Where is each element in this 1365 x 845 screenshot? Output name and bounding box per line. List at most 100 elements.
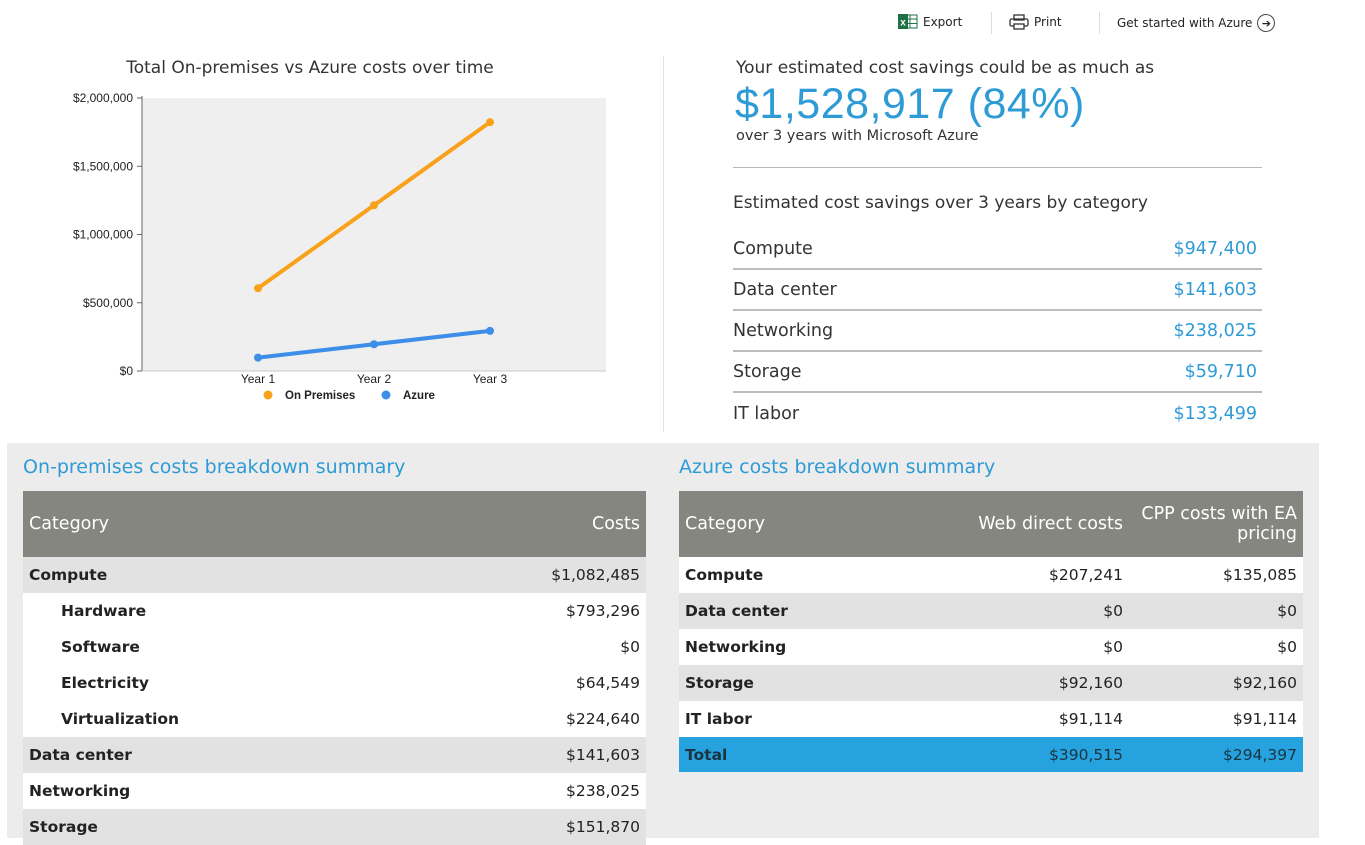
x-tick-label: Year 3 (473, 372, 508, 386)
row-cost: $64,549 (407, 665, 646, 701)
cost-line-chart: $2,000,000 $1,500,000 $1,000,000 $500,000 $0… (73, 91, 606, 402)
legend-label: On Premises (285, 390, 355, 402)
table-row: Virtualization $224,640 (23, 701, 646, 737)
savings-lead: Your estimated cost savings could be as … (736, 58, 1155, 78)
row-category: Electricity (23, 665, 408, 701)
legend-marker (381, 390, 391, 400)
category-savings-row: Compute $947,400 (733, 229, 1262, 270)
data-point (486, 118, 494, 127)
row-web-cost: $0 (879, 629, 1129, 665)
toolbar-separator (991, 12, 992, 34)
category-name: Storage (733, 361, 802, 382)
row-category: Storage (23, 809, 408, 845)
row-category: Storage (679, 665, 879, 701)
row-web-cost: $92,160 (879, 665, 1129, 701)
total-web-cost: $390,515 (879, 737, 1129, 772)
category-savings-row: Storage $59,710 (733, 352, 1262, 393)
row-category: Hardware (23, 593, 408, 629)
row-category: Networking (23, 773, 408, 809)
toolbar: x Export Print Get started with Azure ➔ (0, 10, 1365, 36)
chart-title: Total On-premises vs Azure costs over ti… (126, 58, 494, 78)
get-started-label: Get started with Azure (1117, 16, 1253, 30)
row-web-cost: $207,241 (879, 557, 1129, 593)
row-category: Data center (23, 737, 408, 773)
row-cost: $1,082,485 (407, 557, 646, 593)
total-label: Total (679, 737, 879, 772)
data-point (254, 353, 262, 362)
table-row: Software $0 (23, 629, 646, 665)
table-header-row: Category Costs (23, 491, 646, 557)
print-button[interactable]: Print (1009, 14, 1062, 30)
category-savings-row: Networking $238,025 (733, 311, 1262, 352)
category-savings-row: Data center $141,603 (733, 270, 1262, 311)
row-cost: $151,870 (407, 809, 646, 845)
table-row: Networking $0 $0 (679, 629, 1303, 665)
row-web-cost: $0 (879, 593, 1129, 629)
category-name: Compute (733, 238, 813, 259)
row-cost: $238,025 (407, 773, 646, 809)
section-divider (663, 56, 664, 432)
row-category: Compute (23, 557, 408, 593)
column-header: Category (679, 491, 879, 557)
legend-marker (263, 390, 273, 400)
table-header-row: Category Web direct costs CPP costs with… (679, 491, 1303, 557)
table-row: Electricity $64,549 (23, 665, 646, 701)
data-point (486, 326, 494, 335)
toolbar-separator (1099, 12, 1100, 34)
category-name: Data center (733, 279, 837, 300)
category-value: $238,025 (1173, 320, 1257, 341)
x-tick-label: Year 1 (241, 372, 276, 386)
table-row: Data center $141,603 (23, 737, 646, 773)
savings-rule (733, 167, 1262, 168)
svg-text:x: x (900, 18, 906, 29)
azure-breakdown-title: Azure costs breakdown summary (679, 456, 996, 478)
data-point (254, 284, 262, 293)
row-category: Networking (679, 629, 879, 665)
row-category: Data center (679, 593, 879, 629)
row-cpp-cost: $92,160 (1129, 665, 1303, 701)
x-tick-label: Year 2 (357, 372, 392, 386)
plot-area (142, 98, 606, 371)
y-tick-label: $500,000 (83, 296, 133, 310)
savings-subtitle: over 3 years with Microsoft Azure (736, 128, 979, 144)
category-name: IT labor (733, 403, 800, 424)
category-savings-list: Compute $947,400 Data center $141,603 Ne… (733, 229, 1262, 434)
table-row: Data center $0 $0 (679, 593, 1303, 629)
export-label: Export (923, 14, 963, 29)
onprem-breakdown-title: On-premises costs breakdown summary (23, 456, 406, 478)
column-header: Category (23, 491, 408, 557)
y-tick-label: $1,500,000 (73, 159, 133, 173)
onprem-breakdown-table: Category Costs Compute $1,082,485 Hardwa… (23, 491, 646, 845)
print-label: Print (1034, 15, 1062, 29)
category-value: $133,499 (1173, 403, 1257, 424)
row-cpp-cost: $0 (1129, 593, 1303, 629)
export-button[interactable]: x Export (898, 14, 962, 29)
y-tick-label: $0 (120, 364, 134, 378)
print-icon (1009, 14, 1029, 30)
row-category: Virtualization (23, 701, 408, 737)
table-row: Storage $151,870 (23, 809, 646, 845)
row-cost: $224,640 (407, 701, 646, 737)
row-category: IT labor (679, 701, 879, 737)
row-cost: $793,296 (407, 593, 646, 629)
row-cost: $0 (407, 629, 646, 665)
azure-breakdown-table: Category Web direct costs CPP costs with… (679, 491, 1303, 772)
row-web-cost: $91,114 (879, 701, 1129, 737)
y-tick-label: $1,000,000 (73, 228, 133, 242)
row-category: Software (23, 629, 408, 665)
category-value: $947,400 (1173, 238, 1257, 259)
data-point (370, 340, 378, 349)
excel-icon: x (898, 14, 918, 29)
row-category: Compute (679, 557, 879, 593)
category-value: $141,603 (1173, 279, 1257, 300)
category-value: $59,710 (1184, 361, 1257, 382)
savings-amount: $1,528,917 (84%) (735, 80, 1085, 128)
table-row: Hardware $793,296 (23, 593, 646, 629)
column-header: Costs (407, 491, 646, 557)
row-cpp-cost: $135,085 (1129, 557, 1303, 593)
table-row: IT labor $91,114 $91,114 (679, 701, 1303, 737)
category-savings-row: IT labor $133,499 (733, 393, 1262, 434)
row-cpp-cost: $0 (1129, 629, 1303, 665)
get-started-link[interactable]: Get started with Azure ➔ (1117, 14, 1276, 32)
total-cpp-cost: $294,397 (1129, 737, 1303, 772)
